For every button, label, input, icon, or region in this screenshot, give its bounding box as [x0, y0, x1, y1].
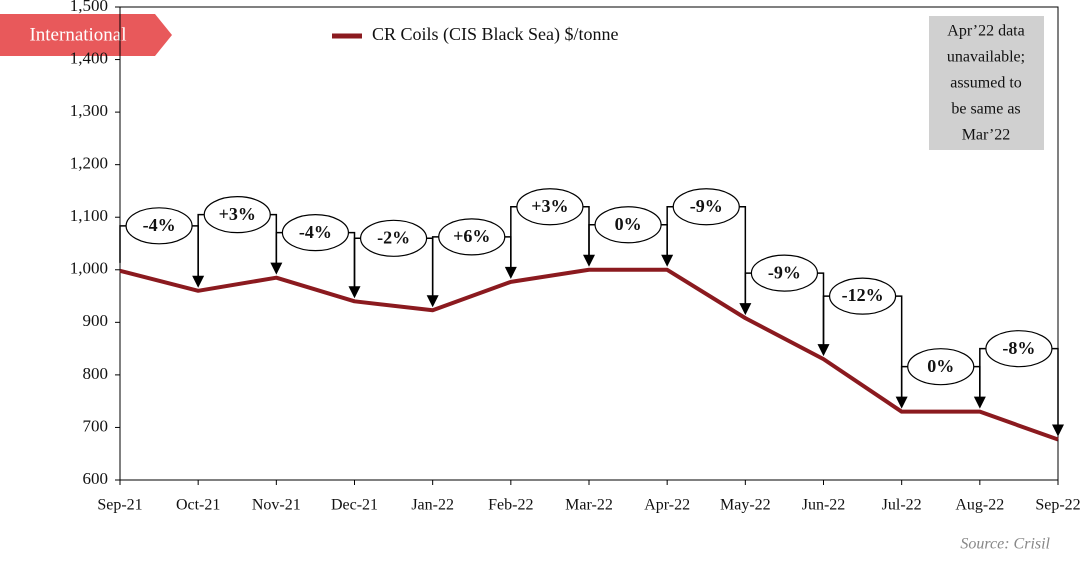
change-bubble — [828, 277, 897, 315]
y-tick-label: 1,500 — [70, 0, 108, 15]
note-line: unavailable; — [947, 49, 1025, 66]
x-tick-label: Sep-21 — [97, 497, 142, 514]
y-tick-label: 1,000 — [70, 259, 108, 278]
y-tick-label: 1,200 — [70, 154, 108, 173]
x-tick-label: Jul-22 — [882, 497, 922, 514]
badge-shape — [0, 14, 172, 56]
y-tick-label: 1,100 — [70, 206, 108, 225]
change-bubble — [594, 206, 662, 244]
x-tick-label: Oct-21 — [176, 497, 220, 514]
change-label: -9% — [690, 196, 723, 216]
arrow-head — [1052, 424, 1064, 437]
x-tick-label: Jan-22 — [411, 497, 454, 514]
change-label: -4% — [143, 215, 176, 235]
x-tick-label: Feb-22 — [488, 497, 533, 514]
x-tick-label: Apr-22 — [644, 497, 690, 514]
note-box — [929, 16, 1044, 150]
change-label: +3% — [531, 196, 568, 216]
change-label: -8% — [1002, 338, 1035, 358]
x-tick-label: Nov-21 — [252, 497, 301, 514]
source: Source: Crisil — [960, 536, 1050, 553]
data-line — [119, 267, 1059, 442]
change-bubble — [359, 219, 428, 257]
y-tick-label: 1,300 — [70, 101, 108, 120]
legend-label: CR Coils (CIS Black Sea) $/tonne — [372, 24, 619, 45]
x-tick-label: Aug-22 — [955, 497, 1004, 514]
y-tick-label: 800 — [83, 364, 109, 383]
change-label: 0% — [927, 356, 954, 376]
change-label: -9% — [768, 262, 801, 282]
change-bubble — [672, 188, 740, 226]
change-bubble — [281, 214, 350, 252]
change-bubble — [438, 218, 506, 256]
change-bubble — [125, 207, 193, 245]
x-tick-label: Sep-22 — [1035, 497, 1080, 514]
change-bubble — [203, 196, 271, 234]
badge-label: International — [29, 24, 126, 45]
note-line: assumed to — [950, 75, 1022, 92]
change-label: 0% — [615, 214, 642, 234]
x-tick-label: Jun-22 — [802, 497, 846, 514]
change-label: +3% — [219, 204, 256, 224]
change-label: +6% — [453, 226, 490, 246]
change-bubble — [516, 188, 584, 226]
change-label: -4% — [299, 222, 332, 242]
y-tick-label: 900 — [83, 311, 109, 330]
y-tick-label: 1,400 — [70, 48, 108, 67]
y-tick-label: 600 — [83, 469, 109, 488]
note-line: Mar’22 — [962, 127, 1011, 144]
x-tick-label: May-22 — [720, 497, 771, 514]
note-line: Apr’22 data — [947, 23, 1024, 40]
note-line: be same as — [951, 101, 1020, 118]
x-tick-label: Mar-22 — [565, 497, 613, 514]
change-label: -2% — [377, 227, 410, 247]
change-bubble — [907, 348, 975, 386]
y-tick-label: 700 — [83, 416, 109, 435]
x-tick-label: Dec-21 — [331, 497, 378, 514]
change-label: -12% — [842, 285, 884, 305]
change-bubble — [985, 330, 1053, 368]
change-bubble — [750, 254, 819, 292]
